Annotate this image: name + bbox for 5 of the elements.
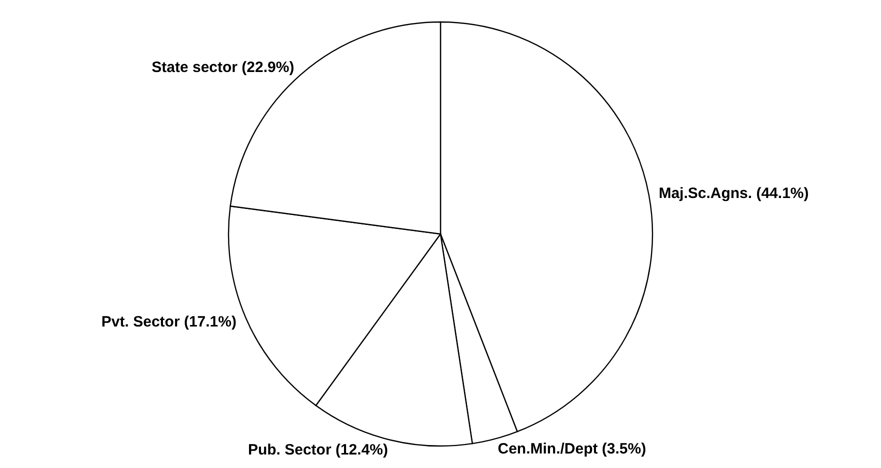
slice-label: Cen.Min./Dept (3.5%)	[498, 440, 646, 458]
slice-label: Maj.Sc.Agns. (44.1%)	[658, 185, 809, 202]
slice-label: State sector (22.9%)	[152, 59, 294, 76]
slice-label: Pvt. Sector (17.1%)	[101, 314, 236, 331]
slice-label: Pub. Sector (12.4%)	[248, 442, 388, 459]
